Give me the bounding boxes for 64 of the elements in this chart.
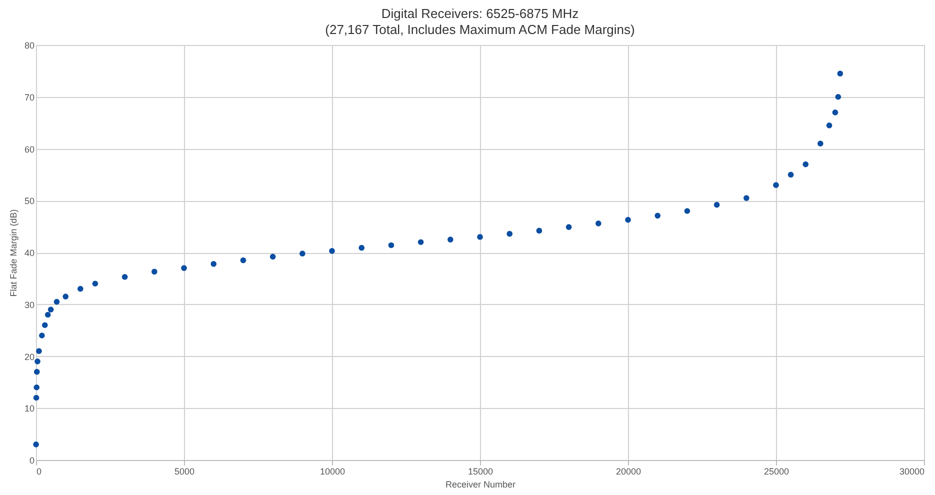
point <box>654 212 661 219</box>
point <box>358 244 365 251</box>
point <box>33 394 40 401</box>
x-axis-title: Receiver Number <box>445 480 516 490</box>
point <box>92 280 98 287</box>
y-tick-label: 20 <box>24 352 34 362</box>
point <box>802 161 809 168</box>
point <box>595 220 602 226</box>
point <box>34 368 40 375</box>
point <box>48 306 54 312</box>
point <box>418 239 424 246</box>
point <box>36 348 42 354</box>
point <box>77 286 84 292</box>
point <box>714 202 720 208</box>
x-tick-label: 20000 <box>616 466 642 476</box>
y-tick-label: 80 <box>24 40 34 50</box>
point <box>832 110 838 116</box>
point <box>684 208 690 214</box>
point <box>210 261 217 267</box>
point <box>42 322 48 328</box>
point <box>388 242 394 248</box>
chart-subtitle: (27,167 Total, Includes Maximum ACM Fade Margins) <box>325 22 635 37</box>
x-tick-label: 15000 <box>468 466 494 476</box>
point <box>62 294 69 300</box>
x-tick-label: 0 <box>36 466 42 476</box>
point <box>122 274 128 280</box>
point <box>33 442 39 448</box>
y-tick-label: 50 <box>24 196 34 206</box>
point <box>835 94 842 100</box>
point <box>44 312 51 318</box>
y-tick-label: 0 <box>29 456 34 466</box>
point <box>240 257 246 264</box>
point <box>625 216 631 223</box>
point <box>54 298 60 305</box>
point <box>477 234 483 240</box>
x-tick-label: 10000 <box>320 466 346 476</box>
point <box>826 122 832 128</box>
point <box>566 224 572 230</box>
chart-title: Digital Receivers: 6525-6875 MHz <box>381 6 579 21</box>
y-tick-label: 40 <box>24 248 34 258</box>
point <box>181 265 187 271</box>
point <box>39 332 45 338</box>
x-tick-label: 5000 <box>174 466 195 476</box>
point <box>270 254 276 260</box>
point <box>299 250 306 256</box>
point <box>329 248 335 254</box>
y-tick-label: 30 <box>24 300 34 310</box>
y-tick-label: 10 <box>24 404 34 414</box>
point <box>34 358 40 364</box>
y-tick-label: 70 <box>24 92 34 102</box>
point <box>536 228 542 234</box>
point <box>447 236 454 242</box>
point <box>837 70 844 76</box>
point <box>773 182 779 188</box>
point <box>506 230 513 237</box>
x-tick-label: 25000 <box>764 466 790 476</box>
point <box>743 195 750 201</box>
point <box>788 172 794 178</box>
point <box>151 268 158 275</box>
point <box>34 384 40 390</box>
y-tick-label: 60 <box>24 144 34 154</box>
y-axis-title: Flat Fade Margin (dB) <box>8 209 18 297</box>
x-tick-label: 30000 <box>899 466 924 476</box>
point <box>817 140 824 146</box>
